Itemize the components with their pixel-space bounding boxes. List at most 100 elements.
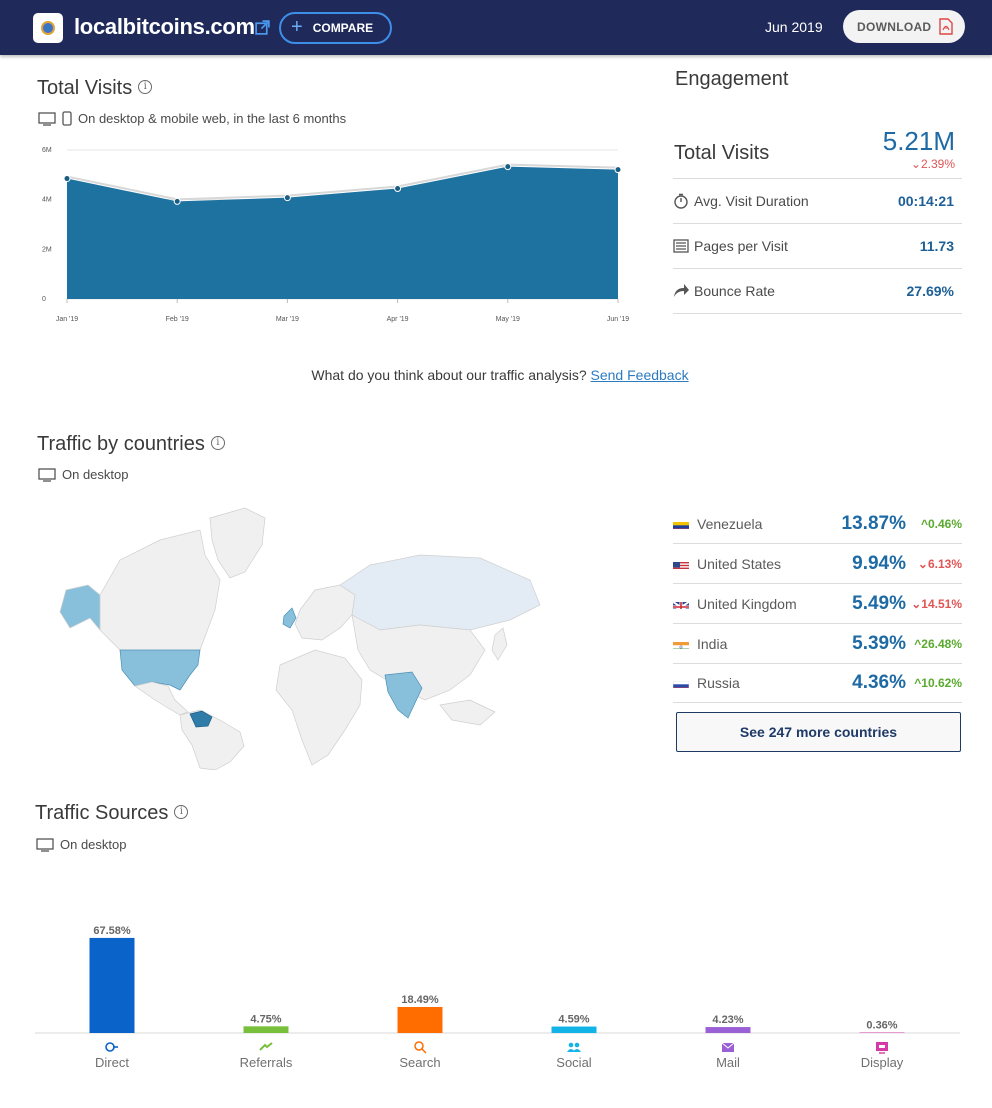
bar[interactable] xyxy=(397,1006,443,1033)
country-change-text: 10.62% xyxy=(921,675,962,690)
metric-label: Bounce Rate xyxy=(694,283,775,299)
country-name: Russia xyxy=(697,674,740,691)
map-region-greenland[interactable] xyxy=(209,507,266,579)
map-region-russia[interactable] xyxy=(339,554,541,631)
category-label: Social xyxy=(556,1055,592,1070)
country-name: India xyxy=(697,635,728,652)
map-region-alaska[interactable] xyxy=(59,584,101,631)
country-row-russia[interactable]: Russia 4.36% ^10.62% xyxy=(673,663,962,703)
country-change-text: 0.46% xyxy=(927,516,962,531)
compare-button[interactable]: + COMPARE xyxy=(279,12,392,44)
info-icon[interactable]: i xyxy=(174,805,189,820)
top-bar: localbitcoins.com + COMPARE Jun 2019 DOW… xyxy=(0,0,992,55)
sources-subtitle: On desktop xyxy=(36,837,127,852)
map-region-europe[interactable] xyxy=(294,584,356,641)
data-label: 67.58% xyxy=(93,925,131,937)
united-kingdom-flag-icon xyxy=(673,599,689,609)
map-region-india[interactable] xyxy=(384,671,423,719)
map-region-asia[interactable] xyxy=(351,614,486,701)
date-selector[interactable]: Jun 2019 xyxy=(765,19,823,35)
country-row-india[interactable]: India 5.39% ^26.48% xyxy=(673,624,962,664)
bar[interactable] xyxy=(551,1026,597,1033)
metric-value: 00:14:21 xyxy=(897,193,954,209)
country-change-text: 6.13% xyxy=(927,556,962,571)
india-flag-icon xyxy=(673,639,689,649)
map-region-venezuela[interactable] xyxy=(189,710,213,728)
traffic-sources-bar-chart: 67.58% Direct 4.75% Referrals 18.49% Search 4.… xyxy=(35,925,960,1070)
x-tick-label: Mar '19 xyxy=(276,316,299,323)
download-button[interactable]: DOWNLOAD xyxy=(843,10,965,43)
bar[interactable] xyxy=(859,1032,905,1033)
x-tick-label: Jan '19 xyxy=(56,316,78,323)
feedback-question: What do you think about our traffic anal… xyxy=(311,367,587,383)
map-region-japan[interactable] xyxy=(491,627,508,661)
y-tick-label: 2M xyxy=(42,246,52,253)
bar[interactable] xyxy=(705,1027,751,1033)
map-region-southeast-asia[interactable] xyxy=(439,699,496,726)
map-region-canada[interactable] xyxy=(99,529,221,656)
data-point[interactable] xyxy=(614,166,622,174)
sources-subtitle-text: On desktop xyxy=(60,837,127,852)
bounce-arrow-icon xyxy=(674,284,689,297)
country-row-united-states[interactable]: United States 9.94% ⌄6.13% xyxy=(673,544,962,584)
engagement-total-change-text: 2.39% xyxy=(920,157,955,171)
data-point[interactable] xyxy=(504,163,512,171)
divider xyxy=(673,178,962,179)
venezuela-flag-icon xyxy=(673,519,689,529)
country-change: ^26.48% xyxy=(914,636,962,651)
direct-icon xyxy=(105,1042,118,1052)
y-tick-label: 0 xyxy=(42,296,46,303)
total-visits-area-chart: 0 2M 4M 6M Jan '19 Feb '19 Mar '19 Apr '19 May '… xyxy=(42,147,629,323)
stopwatch-icon xyxy=(674,193,688,209)
data-point[interactable] xyxy=(394,184,402,192)
country-change-text: 14.51% xyxy=(921,596,962,611)
data-label: 4.23% xyxy=(712,1014,743,1026)
country-row-united-kingdom[interactable]: United Kingdom 5.49% ⌄14.51% xyxy=(673,584,962,624)
external-link-icon[interactable] xyxy=(254,19,271,36)
data-point[interactable] xyxy=(173,197,181,205)
pdf-icon xyxy=(939,18,954,35)
feedback-prompt: What do you think about our traffic anal… xyxy=(0,367,992,383)
x-tick-label: Feb '19 xyxy=(166,316,189,323)
country-change-text: 26.48% xyxy=(921,636,962,651)
data-label: 4.75% xyxy=(250,1013,281,1025)
map-region-united-kingdom[interactable] xyxy=(282,607,297,629)
data-point[interactable] xyxy=(283,194,291,202)
see-more-countries-button[interactable]: See 247 more countries xyxy=(676,712,961,752)
category-label: Search xyxy=(399,1055,440,1070)
bar[interactable] xyxy=(243,1026,289,1033)
desktop-icon xyxy=(38,111,56,126)
send-feedback-link[interactable]: Send Feedback xyxy=(590,367,689,383)
info-icon[interactable]: i xyxy=(138,80,153,95)
data-point[interactable] xyxy=(63,175,71,183)
world-map[interactable] xyxy=(40,500,550,770)
metric-row-pages-per-visit: Pages per Visit 11.73 xyxy=(673,224,962,269)
countries-title-text: Traffic by countries xyxy=(37,433,205,455)
country-name: Venezuela xyxy=(697,515,763,532)
total-visits-title-text: Total Visits xyxy=(37,77,133,99)
visits-line xyxy=(66,163,619,201)
united-states-flag-icon xyxy=(673,559,689,569)
country-share: 5.49% xyxy=(852,592,906,614)
map-region-africa[interactable] xyxy=(275,649,363,766)
engagement-total-visits-value: 5.21M xyxy=(882,126,955,156)
country-change: ⌄6.13% xyxy=(917,556,962,571)
display-icon xyxy=(876,1042,888,1054)
engagement-title: Engagement xyxy=(675,68,789,90)
data-label: 4.59% xyxy=(558,1014,589,1026)
x-tick-label: May '19 xyxy=(496,316,520,323)
map-region-mexico[interactable] xyxy=(134,681,189,716)
category-label: Display xyxy=(861,1055,904,1070)
map-region-south-america[interactable] xyxy=(179,709,245,770)
total-visits-title: Total Visits i xyxy=(37,77,153,100)
y-tick-label: 4M xyxy=(42,197,52,204)
data-label: 0.36% xyxy=(866,1019,897,1031)
category-label: Referrals xyxy=(240,1055,293,1070)
map-region-united-states[interactable] xyxy=(119,649,201,691)
country-row-venezuela[interactable]: Venezuela 13.87% ^0.46% xyxy=(673,504,962,544)
engagement-total-visits-label: Total Visits xyxy=(674,142,770,164)
bar[interactable] xyxy=(89,937,135,1033)
country-share: 13.87% xyxy=(841,512,906,534)
info-icon[interactable]: i xyxy=(210,436,225,451)
sources-title-text: Traffic Sources xyxy=(35,802,169,824)
